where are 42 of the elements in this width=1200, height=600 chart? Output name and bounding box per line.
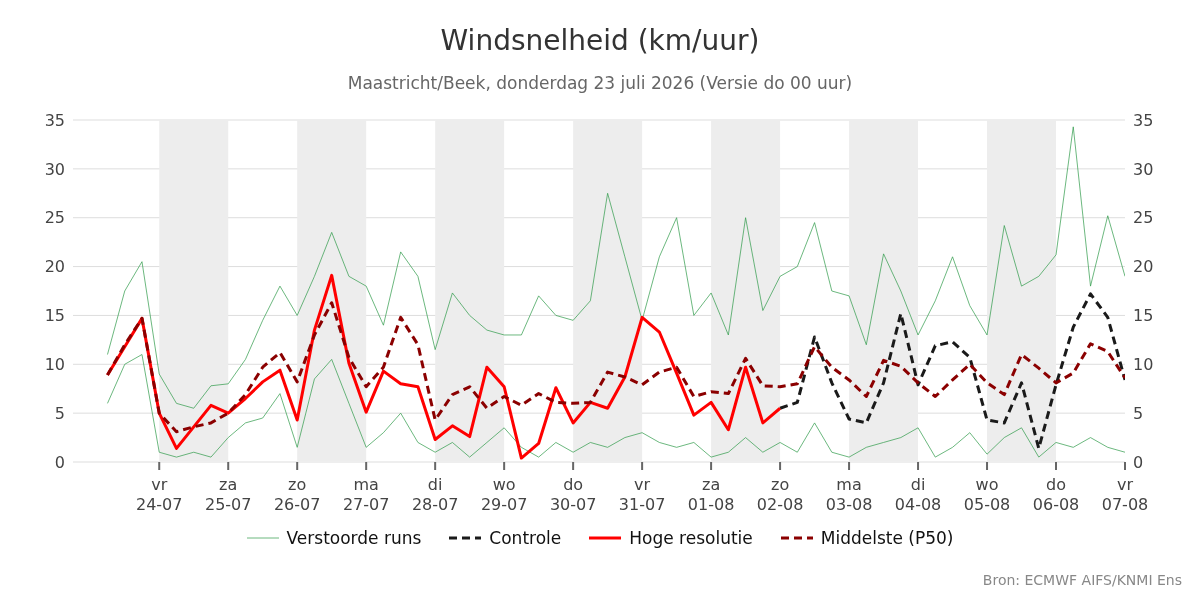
chart-title: Windsnelheid (km/uur) bbox=[439, 24, 761, 57]
y2-tick-label: 20 bbox=[1133, 257, 1154, 277]
y-tick-label: 0 bbox=[54, 452, 65, 472]
line-series bbox=[106, 126, 1125, 409]
legend-label: Hoge resolutie bbox=[629, 528, 753, 548]
x-tick-label: zo 02-08 bbox=[756, 475, 804, 514]
x-tick-label: di 04-08 bbox=[894, 475, 942, 514]
y2-tick-label: 0 bbox=[1133, 452, 1144, 472]
x-tick-label: ma 27-07 bbox=[342, 475, 390, 514]
x-tick-label: do 06-08 bbox=[1032, 475, 1080, 514]
x-tick-label: wo 05-08 bbox=[963, 475, 1011, 514]
legend-label: Verstoorde runs bbox=[286, 528, 422, 548]
x-tick-label: za 01-08 bbox=[687, 475, 735, 514]
y-tick-label: 5 bbox=[54, 403, 65, 423]
x-tick-label: za 25-07 bbox=[204, 475, 252, 514]
line-series bbox=[105, 301, 1125, 434]
x-tick-label: vr 24-07 bbox=[135, 475, 183, 514]
y-tick-label: 25 bbox=[44, 208, 65, 228]
x-tick-label: ma 03-08 bbox=[825, 475, 873, 514]
y-tick-label: 20 bbox=[44, 257, 65, 277]
line-series bbox=[778, 292, 1125, 450]
y-tick-label: 30 bbox=[44, 159, 65, 179]
x-tick-label: wo 29-07 bbox=[480, 475, 528, 514]
y2-tick-label: 25 bbox=[1133, 208, 1154, 228]
y2-tick-label: 10 bbox=[1133, 354, 1154, 374]
legend-label: Middelste (P50) bbox=[820, 528, 954, 548]
x-tick-label: do 30-07 bbox=[549, 475, 597, 514]
y-tick-label: 35 bbox=[44, 110, 65, 130]
line-series bbox=[106, 354, 1125, 458]
chart-subtitle: Maastricht/Beek, donderdag 23 juli 2026 (Versie do 00 uur) bbox=[346, 73, 854, 93]
y-tick-label: 10 bbox=[44, 354, 65, 374]
y2-tick-label: 15 bbox=[1133, 306, 1154, 326]
legend-label: Controle bbox=[489, 528, 562, 548]
x-tick-label: vr 31-07 bbox=[618, 475, 666, 514]
y2-tick-label: 5 bbox=[1133, 403, 1144, 423]
y-tick-label: 15 bbox=[44, 306, 65, 326]
x-tick-label: vr 07-08 bbox=[1101, 475, 1149, 514]
x-tick-label: zo 26-07 bbox=[273, 475, 321, 514]
text: Bron: ECMWF AIFS/KNMI Ens bbox=[982, 572, 1182, 588]
y2-tick-label: 30 bbox=[1133, 159, 1154, 179]
y2-tick-label: 35 bbox=[1133, 110, 1154, 130]
x-tick-label: di 28-07 bbox=[411, 475, 459, 514]
